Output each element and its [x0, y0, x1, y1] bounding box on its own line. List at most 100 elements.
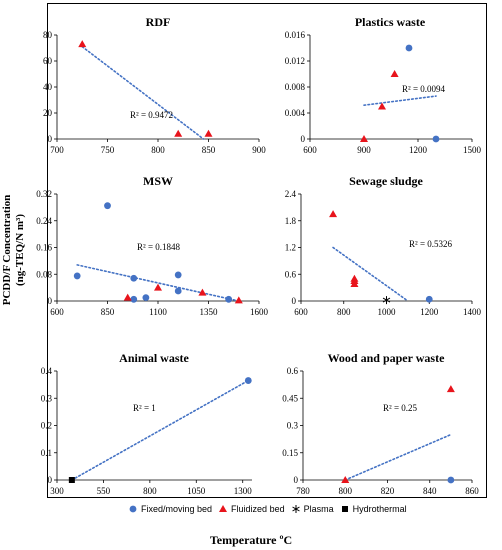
trendline [363, 95, 437, 106]
data-point-asterisk-stroke [382, 297, 391, 303]
x-tick-label: 1400 [463, 307, 482, 317]
panel-title: Plastics waste [355, 15, 426, 29]
data-point-circle [447, 476, 455, 484]
data-point-circle [244, 377, 252, 384]
legend-symbol [341, 506, 348, 512]
legend-label: Plasma [303, 504, 334, 514]
x-axis-label: Temperature ºC [209, 533, 293, 547]
y-tick-label: 80 [43, 30, 53, 40]
panel-3: MSW 0 0.08 0.16 0.24 0.32 600 850 1100 1350 1600 R²… [36, 174, 268, 317]
x-tick-label: 550 [97, 486, 111, 496]
x-tick-label: 600 [303, 145, 317, 155]
x-tick-label: 750 [101, 145, 115, 155]
y-tick-label: 1.2 [285, 243, 296, 253]
data-point-circle [432, 135, 440, 143]
panel-title: Wood and paper waste [328, 351, 445, 365]
x-tick-label: 800 [337, 307, 351, 317]
panel-title: RDF [146, 15, 171, 29]
x-tick-label: 1200 [420, 307, 439, 317]
x-tick-label: 1300 [234, 486, 253, 496]
y-tick-label: 0.32 [36, 189, 52, 199]
y-tick-label: 0.3 [287, 421, 299, 431]
y-tick-label: 0.6 [287, 366, 299, 376]
x-tick-label: 1350 [200, 307, 219, 317]
x-tick-label: 700 [50, 145, 64, 155]
legend-item: Plasma [291, 504, 334, 514]
data-point-circle [73, 272, 81, 280]
legend: Fixed/moving bed Fluidized bed Plasma Hydro… [128, 500, 413, 518]
data-point-triangle [174, 129, 183, 137]
legend-symbol [129, 505, 137, 513]
y-tick-label: 0.08 [36, 269, 52, 279]
panel-title: Sewage sludge [349, 174, 423, 188]
data-point-asterisk [382, 296, 391, 305]
x-tick-label: 1000 [378, 307, 397, 317]
x-tick-label: 1100 [149, 307, 167, 317]
trendline [76, 264, 240, 302]
legend-marker-square [341, 506, 348, 512]
x-tick-label: 1600 [250, 307, 269, 317]
y-tick-label: 2.4 [285, 189, 297, 199]
x-tick-label: 800 [151, 145, 165, 155]
data-point-triangle [204, 129, 213, 137]
legend-label: Fixed/moving bed [141, 504, 213, 514]
y-tick-label: 0.1 [41, 448, 52, 458]
data-point-circle [174, 271, 182, 279]
data-point-triangle [329, 210, 338, 218]
data-point-triangle [446, 385, 455, 393]
x-tick-label: 1200 [409, 145, 428, 155]
data-point-circle [130, 274, 138, 282]
y-tick-label: 0.008 [285, 82, 306, 92]
data-point-triangle [341, 476, 350, 483]
panel-6: Wood and paper waste 0 0.15 0.3 0.45 0.6 780 80… [282, 351, 479, 496]
data-point-circle [104, 202, 111, 210]
data-point-triangle [123, 293, 132, 301]
x-tick-label: 820 [381, 486, 395, 496]
x-tick-label: 800 [143, 486, 157, 496]
x-tick-label: 900 [357, 145, 371, 155]
legend-marker-triangle [219, 505, 228, 512]
data-point-circle [225, 295, 233, 303]
legend-label: Hydrothermal [352, 504, 407, 514]
data-point-circle [174, 287, 182, 295]
data-point-triangle [360, 135, 368, 142]
x-tick-label: 850 [202, 145, 216, 155]
data-point-triangle [154, 283, 162, 291]
panel-4: Sewage sludge 0 0.6 1.2 1.8 2.4 600 800 1000 1200… [285, 174, 482, 317]
data-point-triangle [198, 288, 207, 296]
y-tick-label: 0.45 [282, 393, 298, 403]
data-point-circle [130, 295, 138, 303]
legend-label: Fluidized bed [231, 504, 285, 514]
figure-frame [47, 3, 487, 498]
data-point-triangle [234, 296, 243, 304]
y-tick-label: 0.2 [41, 421, 52, 431]
y-tick-label: 0.6 [285, 269, 297, 279]
y-tick-label: 0.004 [285, 108, 306, 118]
y-tick-label: 0.3 [41, 393, 53, 403]
y-tick-label: 0 [301, 134, 306, 144]
y-tick-label: 0 [292, 296, 297, 306]
data-point-triangle [350, 280, 359, 288]
r2-label: R² = 0.5326 [409, 239, 453, 249]
x-tick-label: 800 [339, 486, 353, 496]
data-point-triangle [378, 102, 386, 110]
legend-symbol [291, 505, 300, 513]
y-axis-label-line2: (ng-TEQ/N m³) [14, 213, 26, 287]
x-tick-label: 600 [50, 307, 64, 317]
x-tick-label: 780 [296, 486, 310, 496]
legend-marker-circle [129, 505, 137, 513]
legend-item: Hydrothermal [340, 504, 407, 514]
x-tick-label: 1050 [187, 486, 206, 496]
panel-1: RDF 0 20 40 60 80 700 750 800 850 900 R² = 0.9472 [43, 15, 266, 155]
y-tick-label: 0 [294, 475, 299, 485]
panel-title: MSW [143, 174, 173, 188]
x-tick-label: 1500 [463, 145, 482, 155]
legend-item: Fluidized bed [218, 504, 285, 514]
y-axis-label-line1: PCDD/F Concentration [1, 194, 13, 306]
y-tick-label: 1.8 [285, 216, 297, 226]
data-point-circle [142, 294, 150, 302]
r2-label: R² = 0.1848 [137, 242, 181, 252]
x-tick-label: 850 [101, 307, 115, 317]
y-tick-label: 0.4 [41, 366, 53, 376]
